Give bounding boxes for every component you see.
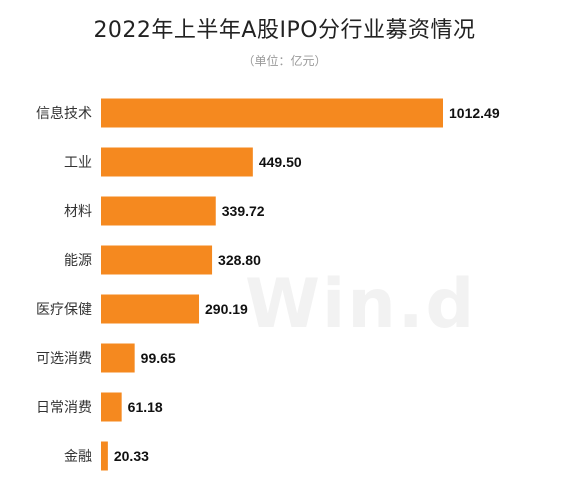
category-label: 金融 — [64, 449, 92, 465]
category-label: 工业 — [64, 155, 92, 171]
value-label: 290.19 — [205, 301, 248, 317]
value-label: 20.33 — [114, 448, 149, 464]
category-label: 信息技术 — [36, 105, 92, 122]
chart-title: 2022年上半年A股IPO分行业募资情况 — [93, 18, 476, 43]
value-label: 99.65 — [141, 350, 176, 366]
value-label: 328.80 — [218, 252, 261, 268]
watermark-logo: Win.d — [245, 265, 477, 344]
bar — [101, 98, 443, 128]
category-label: 材料 — [64, 204, 92, 220]
category-label: 可选消费 — [36, 351, 92, 367]
category-label: 医疗保健 — [36, 302, 92, 318]
bar — [101, 441, 108, 471]
value-label: 449.50 — [259, 154, 302, 170]
bar — [101, 294, 200, 324]
value-label: 339.72 — [222, 203, 265, 219]
bar — [101, 245, 213, 275]
chart-subtitle: （单位：亿元） — [242, 54, 327, 68]
value-label: 61.18 — [128, 399, 163, 415]
bar — [101, 392, 122, 422]
bar — [101, 196, 216, 226]
bar — [101, 343, 135, 373]
value-label: 1012.49 — [449, 105, 500, 121]
category-label: 能源 — [64, 253, 92, 269]
bar — [101, 147, 253, 177]
category-label: 日常消费 — [36, 400, 92, 416]
